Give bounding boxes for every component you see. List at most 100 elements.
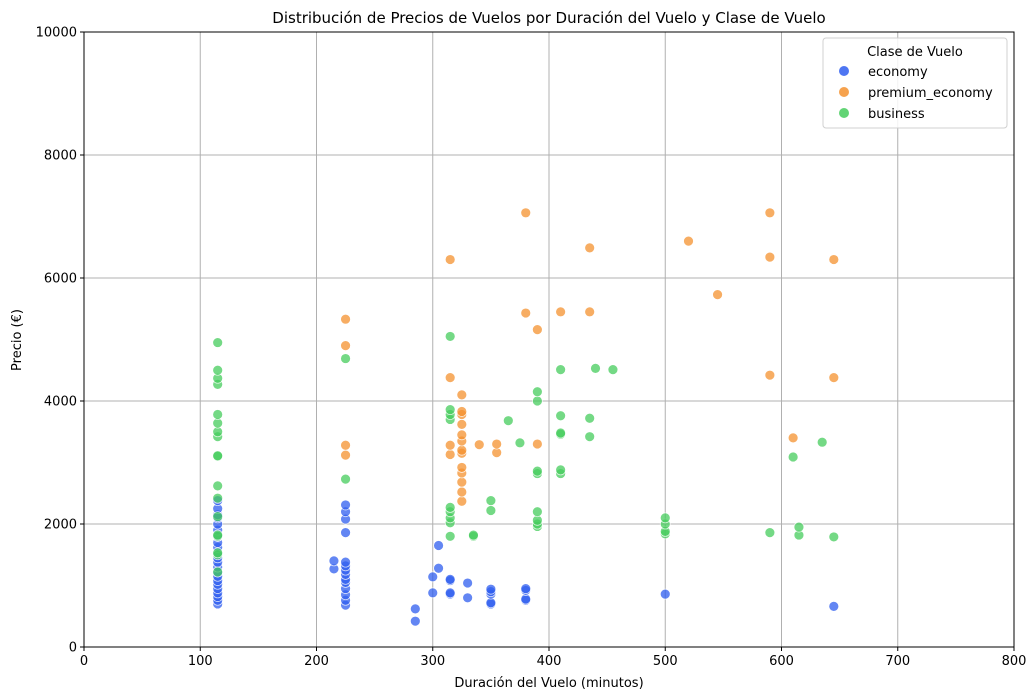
data-point-economy [462, 592, 474, 604]
data-point-premium-economy [531, 438, 543, 450]
data-point-business [212, 529, 224, 541]
data-point-premium-economy [444, 372, 456, 384]
data-point-business [340, 473, 351, 485]
data-point-premium-economy [520, 307, 532, 319]
data-point-premium-economy [340, 439, 351, 451]
data-point-economy [828, 601, 840, 612]
data-point-business [828, 531, 840, 543]
data-point-economy [444, 587, 456, 599]
data-point-premium-economy [584, 242, 596, 254]
x-tick-label: 500 [653, 654, 678, 669]
data-point-premium-economy [456, 495, 468, 507]
data-point-business [468, 529, 479, 541]
data-point-economy [444, 573, 456, 585]
data-point-premium-economy [520, 207, 532, 219]
data-point-business [212, 566, 224, 578]
legend-entry: business [868, 107, 925, 122]
data-point-business [212, 480, 224, 492]
data-point-business [340, 353, 351, 364]
data-point-business [531, 465, 543, 477]
data-point-economy [409, 603, 421, 615]
data-point-premium-economy [340, 313, 351, 325]
data-point-economy [340, 527, 351, 539]
x-tick-label: 400 [537, 654, 562, 669]
data-point-premium-economy [444, 254, 456, 265]
data-point-business [212, 409, 224, 420]
data-point-premium-economy [456, 406, 468, 417]
data-point-business [444, 331, 456, 342]
data-point-business [444, 530, 456, 542]
data-point-economy [427, 587, 439, 599]
data-point-premium-economy [456, 486, 468, 498]
data-point-business [555, 427, 567, 439]
y-tick-label: 0 [69, 641, 77, 656]
data-point-premium-economy [444, 449, 456, 460]
data-point-economy [485, 583, 497, 595]
x-tick-label: 200 [304, 654, 329, 669]
y-tick-label: 2000 [44, 518, 77, 533]
legend-entry: premium_economy [868, 86, 993, 101]
legend-title: Clase de Vuelo [867, 45, 963, 60]
data-point-premium-economy [456, 389, 468, 401]
data-point-business [531, 386, 543, 398]
data-point-business [212, 450, 224, 462]
plot-points [212, 207, 840, 627]
data-point-business [584, 431, 596, 443]
data-point-economy [520, 583, 532, 594]
data-point-premium-economy [555, 306, 567, 318]
data-point-premium-economy [828, 372, 840, 384]
data-point-business [787, 451, 799, 463]
data-point-business [212, 492, 224, 504]
data-point-economy [433, 562, 444, 574]
chart-title: Distribución de Precios de Vuelos por Du… [272, 9, 825, 27]
x-axis: 0 100 200 300 400 500 600 700 800 [80, 647, 1027, 669]
data-point-economy [340, 556, 351, 568]
data-point-business [555, 464, 567, 476]
data-point-business [514, 437, 526, 449]
data-point-premium-economy [473, 439, 485, 451]
legend-box [822, 37, 1008, 129]
data-point-business [212, 547, 224, 559]
y-tick-label: 8000 [44, 149, 77, 164]
data-point-economy [427, 571, 439, 583]
data-point-premium-economy [787, 432, 799, 444]
data-point-business [590, 363, 601, 374]
y-axis-label: Precio (€) [10, 309, 25, 371]
data-point-premium-economy [584, 306, 596, 318]
data-point-economy [433, 540, 444, 551]
data-point-business [555, 364, 567, 376]
grid-lines [83, 31, 1015, 648]
data-point-economy [462, 577, 474, 589]
legend: Clase de Vuelo economy premium_economybus… [822, 37, 1008, 129]
data-point-premium-economy [764, 369, 776, 381]
x-tick-label: 0 [80, 654, 88, 669]
data-point-business [584, 412, 596, 424]
y-tick-label: 10000 [36, 26, 77, 41]
data-point-premium-economy [456, 462, 468, 473]
y-axis: 0 2000 4000 6000 8000 10000 [36, 26, 84, 656]
data-point-business [212, 511, 224, 523]
data-point-premium-economy [491, 438, 503, 450]
data-point-economy [659, 588, 671, 600]
data-point-premium-economy [340, 449, 351, 461]
data-point-business [485, 505, 497, 516]
data-point-premium-economy [712, 289, 723, 301]
data-point-premium-economy [456, 429, 468, 441]
data-point-premium-economy [456, 444, 468, 456]
data-point-economy [409, 615, 421, 627]
data-point-premium-economy [531, 324, 543, 336]
series-business [212, 331, 840, 578]
data-point-premium-economy [444, 439, 456, 451]
data-point-premium-economy [828, 254, 840, 265]
data-point-business [659, 512, 671, 524]
data-point-business [764, 527, 776, 539]
data-point-premium-economy [683, 235, 694, 247]
data-point-business [502, 415, 514, 427]
data-point-business [555, 410, 567, 422]
x-tick-label: 300 [420, 654, 445, 669]
data-point-business [212, 364, 224, 376]
data-point-premium-economy [456, 476, 468, 488]
data-point-business [485, 495, 497, 507]
x-tick-label: 800 [1002, 654, 1027, 669]
